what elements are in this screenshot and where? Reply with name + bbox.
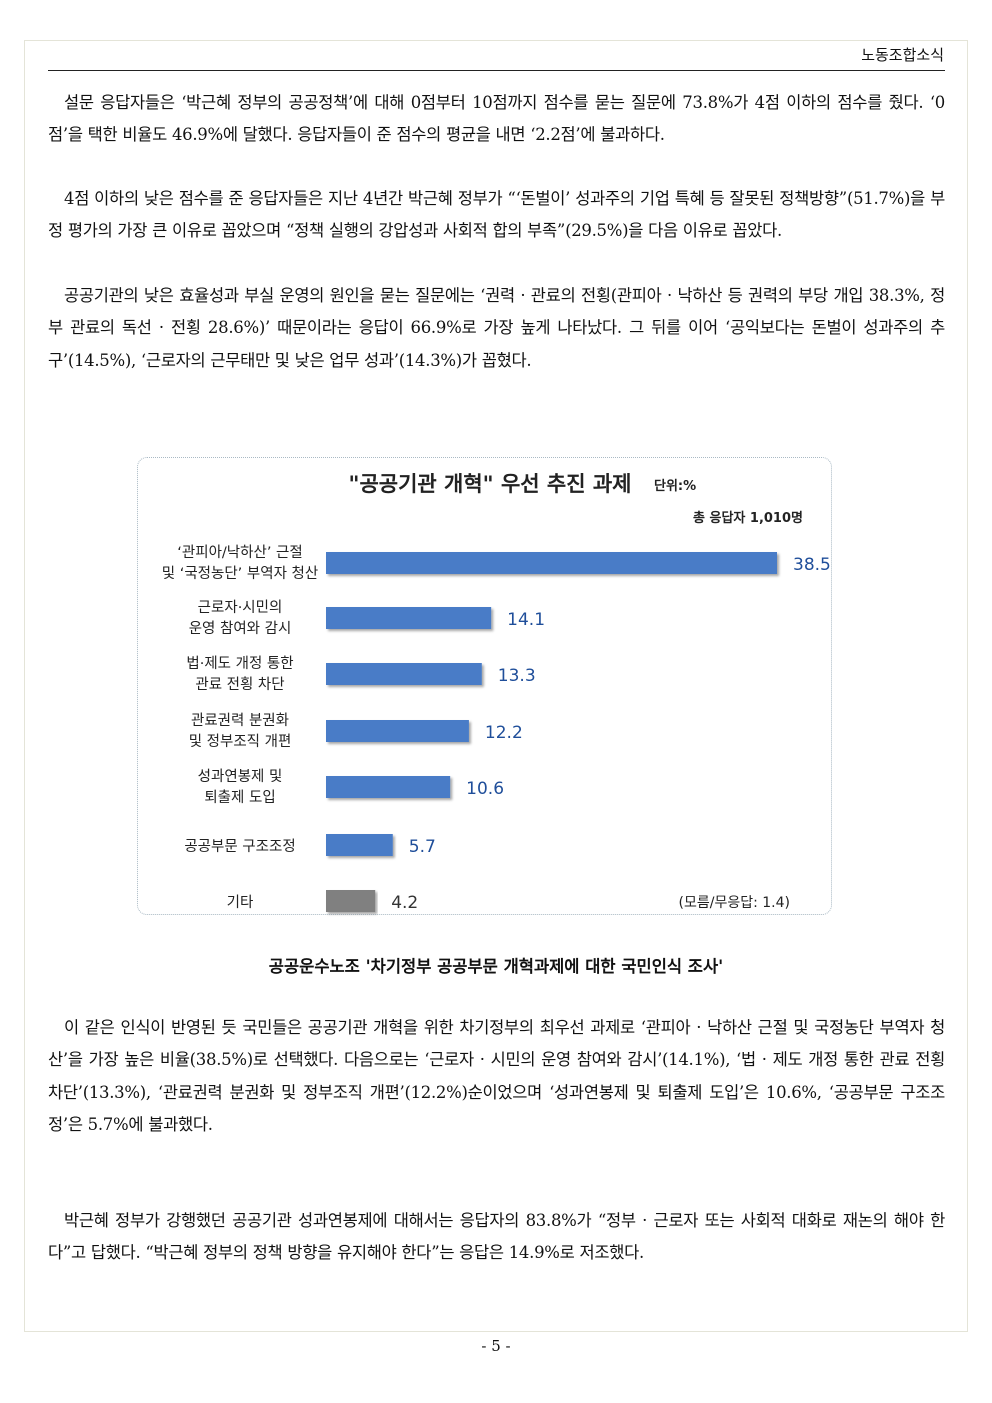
category-label: ‘관피아/낙하산’ 근절 [177,544,302,561]
paragraph: 이 같은 인식이 반영된 듯 국민들은 공공기관 개혁을 위한 차기정부의 최우… [48,1018,945,1134]
header-divider [48,70,945,71]
chart-subtitle: 총 응답자 1,010명 [693,510,803,526]
bar [326,890,376,912]
chart-title: "공공기관 개혁" 우선 추진 과제 [349,472,632,496]
page-number: - 5 - [481,1337,511,1355]
category-label: 퇴출제 도입 [204,789,275,806]
category-label: 공공부문 구조조정 [184,838,295,855]
section-header: 노동조합소식 [861,46,944,64]
data-label: 4.2 [391,893,418,913]
bar [326,552,777,574]
category-label: 법·제도 개정 통한 [186,655,293,672]
bar [326,720,469,742]
data-label: 10.6 [466,779,504,799]
data-label: 5.7 [409,837,436,857]
chart-note: (모름/무응답: 1.4) [679,895,790,911]
category-label: 운영 참여와 감시 [189,620,292,637]
data-label: 13.3 [498,666,536,686]
data-label: 12.2 [485,723,523,743]
chart-caption: 공공운수노조 '차기정부 공공부문 개혁과제에 대한 국민인식 조사' [268,957,724,976]
chart-unit: 단위:% [654,478,696,494]
bar [326,607,492,629]
paragraph: 4점 이하의 낮은 점수를 준 응답자들은 지난 4년간 박근혜 정부가 “‘돈… [48,189,945,241]
category-label: 기타 [227,894,254,911]
category-label: 관료권력 분권화 [191,712,289,729]
category-label: 관료 전횡 차단 [195,676,284,693]
data-label: 14.1 [507,610,545,630]
bar [326,776,451,798]
category-label: 및 ‘국정농단’ 부역자 청산 [162,565,318,582]
paragraph: 공공기관의 낮은 효율성과 부실 운영의 원인을 묻는 질문에는 ‘권력 · 관… [48,286,945,370]
category-label: 및 정부조직 개편 [189,733,292,750]
data-label: 38.5 [793,555,831,575]
paragraph: 설문 응답자들은 ‘박근혜 정부의 공공정책’에 대해 0점부터 10점까지 점… [48,93,945,145]
category-label: 근로자·시민의 [198,599,283,616]
bar [326,834,393,856]
category-label: 성과연봉제 및 [198,768,283,785]
chart-frame [137,457,832,915]
bar [326,663,482,685]
page-frame [24,40,968,1332]
paragraph: 박근혜 정부가 강행했던 공공기관 성과연봉제에 대해서는 응답자의 83.8%… [48,1211,945,1263]
